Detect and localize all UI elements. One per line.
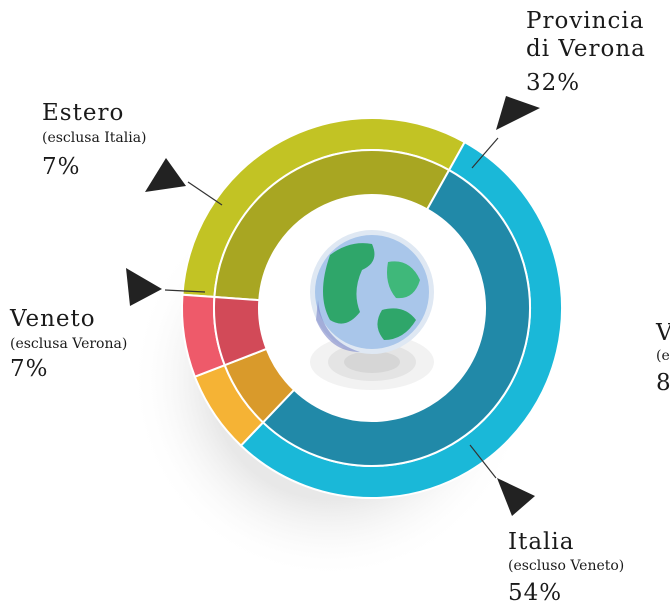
segment-label: Provincia: [526, 8, 644, 34]
segment-value: 7%: [10, 356, 49, 382]
segment-value: 54%: [508, 580, 562, 606]
pointer-arrow: [496, 96, 540, 130]
segment-note: (esclusa Italia): [42, 130, 147, 146]
segment-label: di Verona: [526, 36, 646, 62]
cut-off-label: (e: [656, 348, 670, 364]
segment-label: Estero: [42, 100, 124, 126]
cut-off-label: 8: [656, 370, 670, 396]
cut-off-label: V: [655, 320, 670, 346]
segment-value: 7%: [42, 154, 81, 180]
chart: Provinciadi Verona 32% Italia (escluso Vene…: [0, 0, 670, 608]
globe-icon: [310, 230, 434, 390]
segment-label: Italia: [508, 529, 574, 555]
segment-label: Veneto: [9, 306, 96, 332]
segment-note: (escluso Veneto): [508, 558, 624, 574]
pointer-arrow: [497, 478, 535, 516]
segment-value: 32%: [526, 70, 580, 96]
pointer-arrow: [145, 158, 186, 192]
segment-note: (esclusa Verona): [10, 336, 127, 352]
page: {"chart_data": {"type": "pie", "segments…: [0, 0, 670, 608]
pointer-line: [188, 182, 222, 205]
